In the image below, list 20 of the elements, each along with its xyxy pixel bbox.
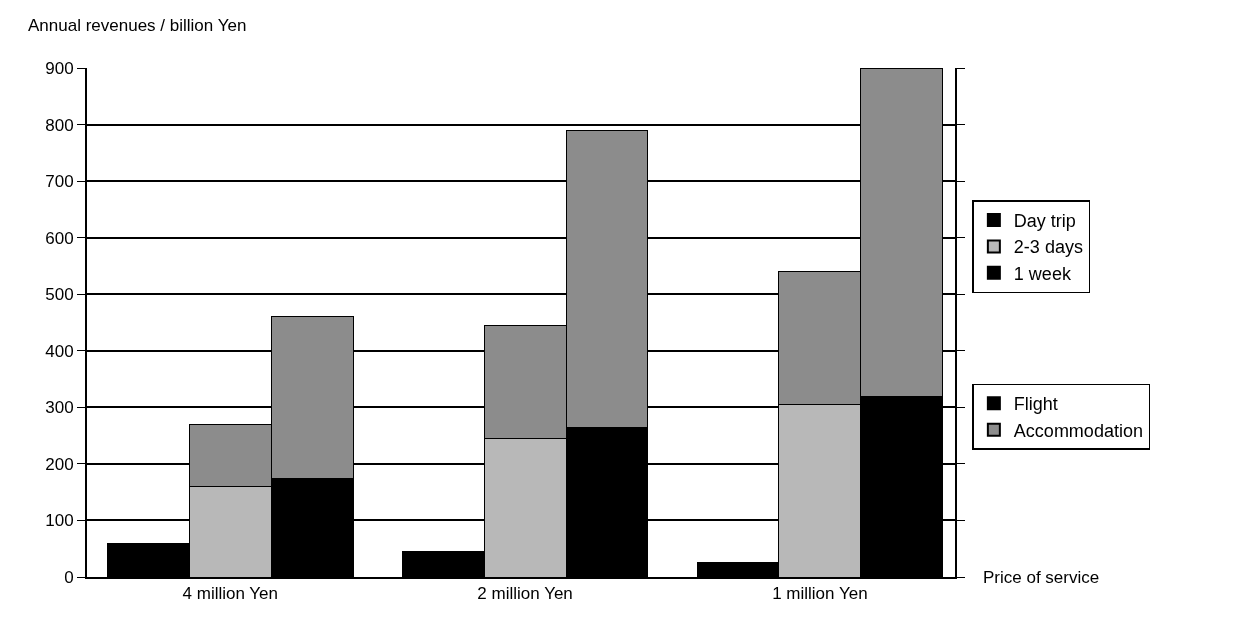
x-axis-title: Price of service bbox=[983, 568, 1100, 587]
x-tick-label: 1 million Yen bbox=[772, 584, 868, 604]
legend-label: 2-3 days bbox=[1013, 237, 1083, 258]
y-tick-label: 400 bbox=[45, 341, 74, 361]
legend-label: Day trip bbox=[1013, 211, 1076, 232]
y-tick-label: 0 bbox=[64, 567, 74, 587]
x-tick-label: 4 million Yen bbox=[182, 584, 279, 604]
x-tick-label: 2 million Yen bbox=[477, 584, 573, 604]
y-axis-title: Annual revenues / billion Yen bbox=[28, 16, 247, 35]
y-tick-label: 100 bbox=[45, 511, 74, 531]
y-tick-label: 300 bbox=[45, 398, 74, 418]
legend-label: 1 week bbox=[1013, 263, 1072, 284]
y-tick-label: 900 bbox=[45, 58, 74, 78]
legend-label: Flight bbox=[1013, 394, 1058, 415]
legend-label: Accommodation bbox=[1013, 420, 1143, 441]
y-tick-label: 600 bbox=[45, 228, 74, 248]
y-tick-label: 800 bbox=[45, 115, 74, 135]
y-tick-label: 700 bbox=[45, 172, 74, 192]
y-tick-label: 500 bbox=[45, 285, 74, 305]
y-tick-label: 200 bbox=[45, 454, 74, 474]
